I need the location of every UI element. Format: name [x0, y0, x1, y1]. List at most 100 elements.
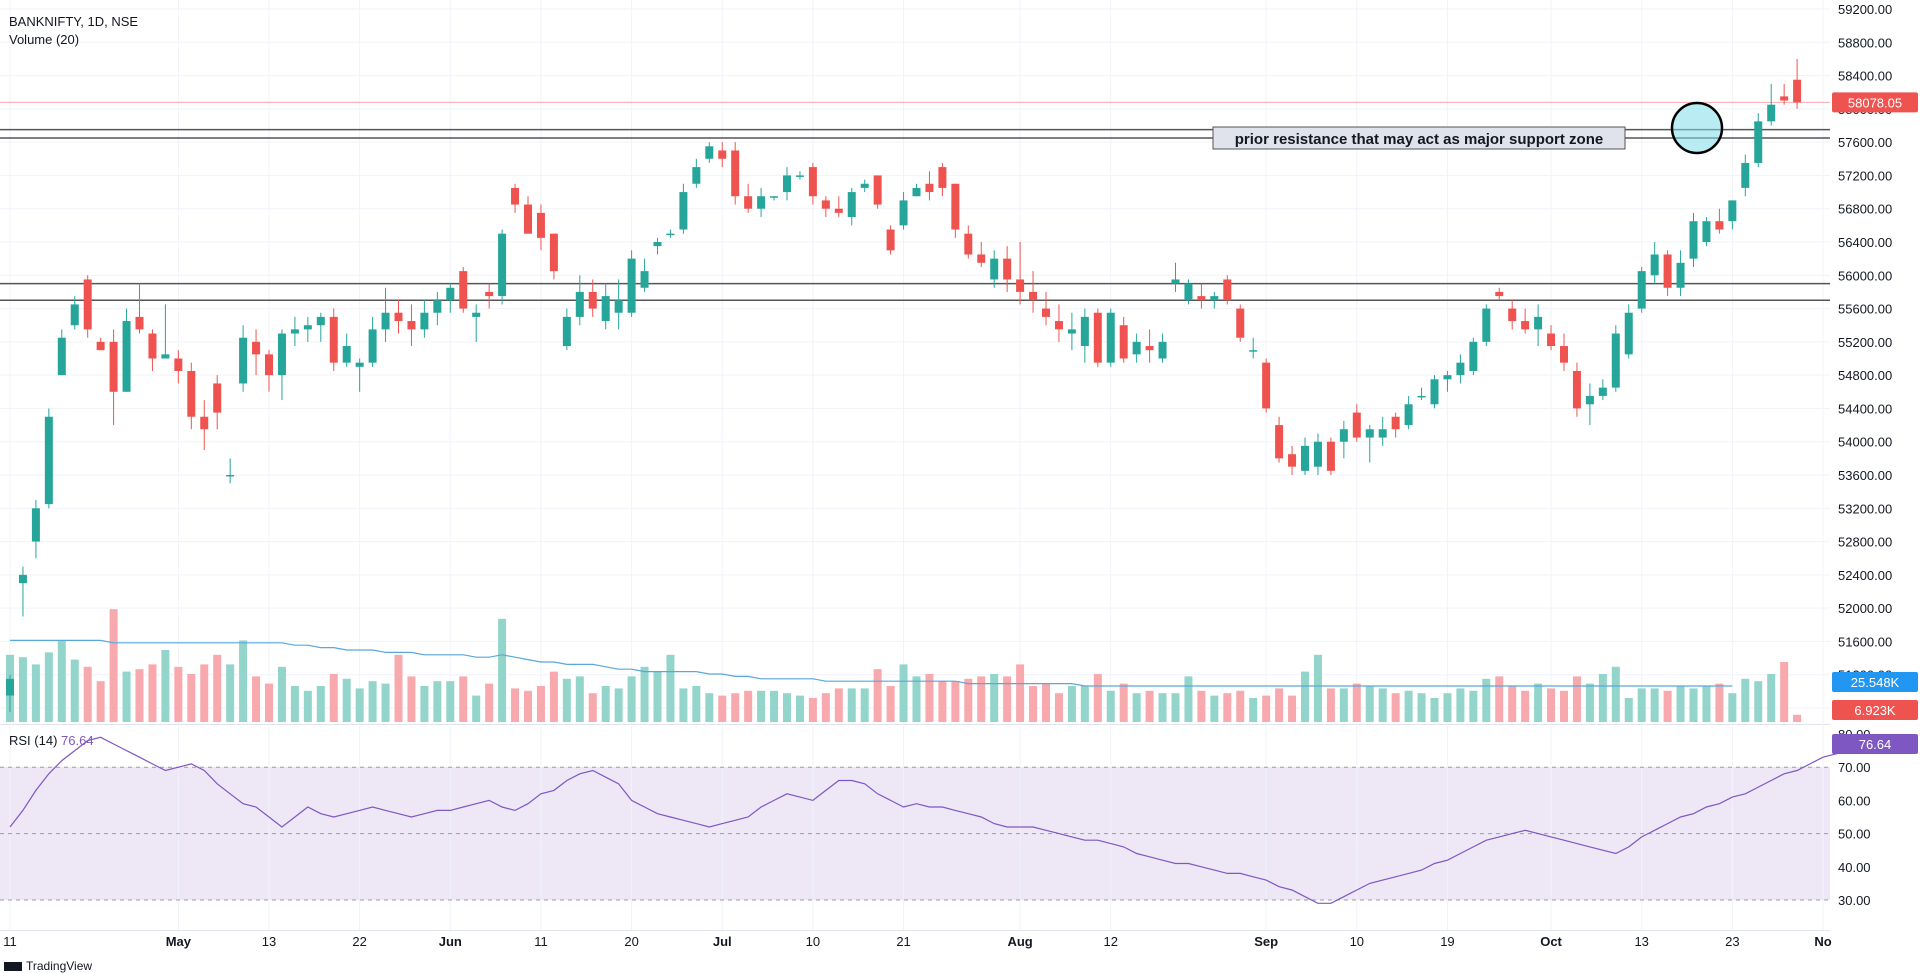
volume-bar — [873, 669, 882, 722]
candle-body — [368, 329, 377, 363]
volume-bar — [31, 664, 40, 722]
candle-body — [1067, 329, 1076, 334]
volume-bar — [290, 686, 299, 722]
candle-body — [1093, 312, 1102, 363]
candle-body — [1003, 258, 1012, 280]
volume-ma-label: 25.548K — [1851, 675, 1900, 690]
candle-body — [1754, 121, 1763, 163]
time-tick-label: Aug — [1007, 934, 1032, 949]
price-tick-label: 56800.00 — [1838, 202, 1892, 217]
volume-bar — [1676, 686, 1685, 722]
volume-bar — [511, 688, 520, 722]
volume-bar — [1171, 693, 1180, 722]
candle-body — [808, 167, 817, 197]
candle-body — [407, 321, 416, 330]
volume-bar — [394, 654, 403, 722]
candle-body — [1456, 362, 1465, 376]
volume-bar — [355, 688, 364, 722]
volume-bar — [1236, 690, 1245, 722]
volume-bar — [368, 681, 377, 722]
candle-body — [252, 341, 261, 355]
time-tick-label: Jun — [439, 934, 462, 949]
candle-body — [1767, 104, 1776, 122]
volume-bar — [1223, 693, 1232, 722]
volume-bar — [1067, 686, 1076, 722]
candle-body — [290, 329, 299, 334]
volume-bar — [1132, 693, 1141, 722]
candle-body — [200, 416, 209, 430]
price-tick-label: 57600.00 — [1838, 135, 1892, 150]
candle-body — [1339, 429, 1348, 442]
volume-bar — [213, 654, 222, 722]
time-tick-label: No — [1814, 934, 1831, 949]
volume-bar — [1042, 683, 1050, 722]
volume-bar — [1547, 688, 1556, 722]
volume-bar — [1365, 686, 1374, 722]
price-tick-label: 58400.00 — [1838, 69, 1892, 84]
volume-bar — [1210, 695, 1219, 722]
volume-bar — [1326, 688, 1335, 722]
candle-body — [575, 291, 584, 317]
price-tick-label: 58800.00 — [1838, 35, 1892, 50]
volume-bar — [1482, 678, 1491, 722]
volume-bar — [83, 666, 92, 722]
candle-body — [265, 354, 273, 376]
candle-body — [511, 187, 520, 205]
price-tick-label: 55200.00 — [1838, 335, 1892, 350]
candle-body — [1042, 308, 1050, 317]
volume-bar — [1793, 714, 1802, 722]
candle-body — [381, 312, 390, 330]
volume-bar — [1741, 678, 1750, 722]
time-tick-label: 11 — [3, 934, 17, 949]
volume-bar — [1469, 690, 1478, 722]
candle-body — [135, 316, 144, 330]
volume-bar — [977, 676, 986, 722]
candle-body — [433, 300, 442, 313]
last-price-label: 58078.05 — [1848, 95, 1902, 110]
candle-body — [1676, 262, 1685, 288]
volume-bar — [407, 676, 416, 722]
volume-bar — [1702, 686, 1711, 722]
volume-bar — [96, 681, 105, 722]
volume-bar — [1560, 690, 1568, 722]
volume-bar — [692, 686, 701, 722]
candle-body — [1637, 271, 1646, 309]
volume-bar — [1663, 690, 1672, 722]
candle-body — [109, 341, 118, 392]
volume-bar — [1054, 693, 1063, 722]
candle-body — [1197, 296, 1206, 301]
volume-bar — [70, 659, 79, 722]
candle-body — [886, 229, 895, 251]
volume-bar — [1715, 683, 1724, 722]
volume-bar — [148, 664, 157, 722]
volume-bar — [1145, 690, 1154, 722]
candle-body — [239, 337, 248, 384]
volume-bar — [57, 640, 66, 722]
volume-bar — [485, 683, 494, 722]
candle-body — [1054, 321, 1063, 330]
volume-bar — [925, 674, 934, 722]
candle-body — [1145, 346, 1154, 351]
candle-body — [1560, 346, 1568, 363]
volume-bar — [316, 686, 325, 722]
volume-bar — [1521, 690, 1530, 722]
volume-bar — [1016, 664, 1025, 722]
candle-body — [938, 167, 947, 188]
volume-bar — [640, 666, 649, 722]
volume-bar — [1378, 688, 1387, 722]
volume-bar — [757, 690, 766, 722]
candle-body — [70, 304, 79, 326]
candle-body — [1741, 162, 1750, 188]
candle-body — [226, 475, 235, 477]
candle-body — [860, 183, 869, 188]
volume-bar — [1572, 676, 1581, 722]
candle-body — [1534, 316, 1543, 330]
price-tick-label: 56000.00 — [1838, 268, 1892, 283]
volume-bar — [808, 698, 817, 722]
candle-body — [1482, 308, 1491, 342]
volume-bar — [109, 609, 118, 722]
time-tick-label: 10 — [1350, 934, 1364, 949]
rsi-legend: RSI (14) 76.64 — [9, 733, 94, 748]
